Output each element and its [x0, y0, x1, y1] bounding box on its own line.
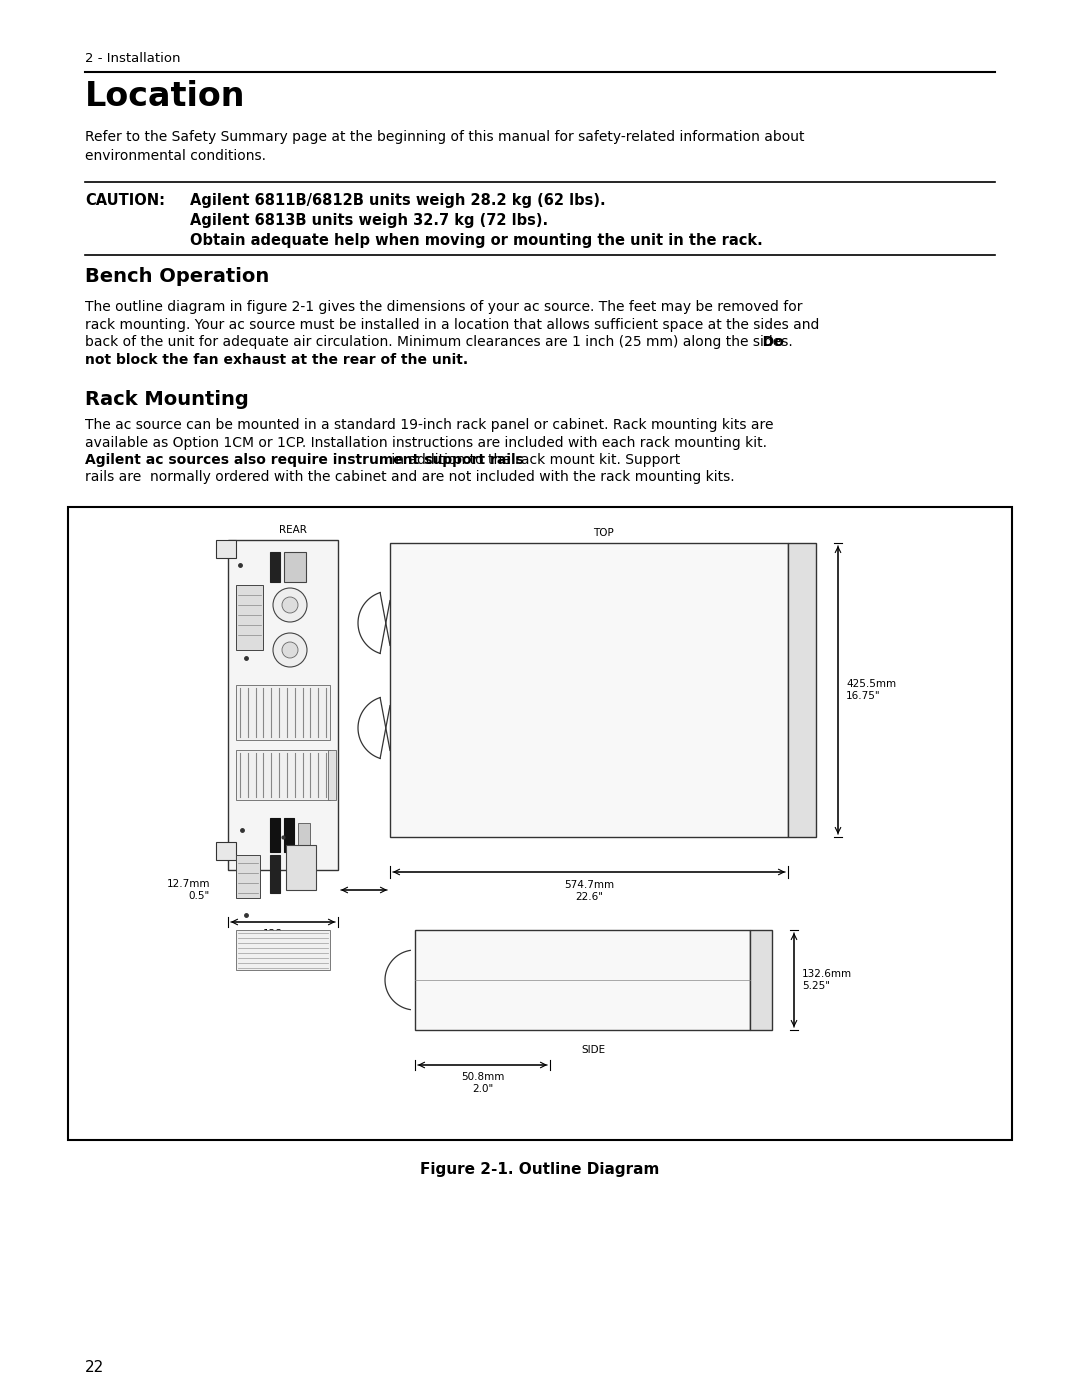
Text: Rack Mounting: Rack Mounting	[85, 390, 248, 409]
Bar	[788, 543, 816, 837]
Text: 425.5mm
16.75": 425.5mm 16.75"	[846, 679, 896, 701]
Bar	[216, 842, 237, 861]
Text: 2 - Installation: 2 - Installation	[85, 52, 180, 66]
Text: TOP: TOP	[593, 528, 613, 538]
Text: The outline diagram in figure 2-1 gives the dimensions of your ac source. The fe: The outline diagram in figure 2-1 gives …	[85, 300, 802, 314]
Text: Agilent 6811B/6812B units weigh 28.2 kg (62 lbs).: Agilent 6811B/6812B units weigh 28.2 kg …	[190, 193, 606, 208]
Bar	[750, 930, 772, 1030]
Bar	[284, 819, 294, 852]
Text: Location: Location	[85, 80, 245, 113]
Text: Obtain adequate help when moving or mounting the unit in the rack.: Obtain adequate help when moving or moun…	[190, 233, 762, 249]
Text: Agilent 6813B units weigh 32.7 kg (72 lbs).: Agilent 6813B units weigh 32.7 kg (72 lb…	[190, 212, 549, 228]
Text: Do: Do	[85, 335, 784, 349]
Text: rack mounting. Your ac source must be installed in a location that allows suffic: rack mounting. Your ac source must be in…	[85, 317, 820, 331]
Bar	[270, 855, 280, 893]
Text: REAR: REAR	[279, 525, 307, 535]
Text: The ac source can be mounted in a standard 19-inch rack panel or cabinet. Rack m: The ac source can be mounted in a standa…	[85, 418, 773, 432]
Bar	[228, 541, 338, 870]
Text: 12.7mm
0.5": 12.7mm 0.5"	[166, 879, 210, 901]
Text: 128mm
5.04": 128mm 5.04"	[262, 929, 303, 950]
Text: not block the fan exhaust at the rear of the unit.: not block the fan exhaust at the rear of…	[85, 352, 468, 366]
Text: 22: 22	[85, 1361, 105, 1375]
Bar	[415, 930, 750, 1030]
Bar	[284, 552, 306, 583]
Text: Bench Operation: Bench Operation	[85, 267, 269, 286]
Text: in addition to the rack mount kit. Support: in addition to the rack mount kit. Suppo…	[387, 453, 680, 467]
Bar	[237, 930, 330, 970]
Text: rails are  normally ordered with the cabinet and are not included with the rack : rails are normally ordered with the cabi…	[85, 471, 734, 485]
Bar	[237, 585, 264, 650]
Bar	[390, 543, 788, 837]
Bar	[270, 552, 280, 583]
Text: Agilent ac sources also require instrument support rails: Agilent ac sources also require instrume…	[85, 453, 524, 467]
Bar	[216, 541, 237, 557]
Bar	[237, 855, 260, 898]
Text: 132.6mm
5.25": 132.6mm 5.25"	[802, 970, 852, 990]
Bar	[270, 819, 280, 852]
Bar	[237, 685, 330, 740]
Text: back of the unit for adequate air circulation. Minimum clearances are 1 inch (25: back of the unit for adequate air circul…	[85, 335, 881, 349]
Bar	[328, 750, 336, 800]
Circle shape	[273, 633, 307, 666]
Text: 50.8mm
2.0": 50.8mm 2.0"	[461, 1071, 504, 1094]
Text: Figure 2-1. Outline Diagram: Figure 2-1. Outline Diagram	[420, 1162, 660, 1178]
Circle shape	[273, 588, 307, 622]
Text: SIDE: SIDE	[581, 1045, 606, 1055]
Bar	[286, 845, 316, 890]
Bar	[298, 823, 310, 847]
Text: Refer to the Safety Summary page at the beginning of this manual for safety-rela: Refer to the Safety Summary page at the …	[85, 130, 805, 163]
Circle shape	[282, 597, 298, 613]
Text: available as Option 1CM or 1CP. Installation instructions are included with each: available as Option 1CM or 1CP. Installa…	[85, 436, 767, 450]
Bar	[237, 750, 330, 800]
Circle shape	[282, 643, 298, 658]
Text: CAUTION:: CAUTION:	[85, 193, 165, 208]
Text: 574.7mm
22.6": 574.7mm 22.6"	[564, 880, 615, 901]
Bar	[68, 507, 1012, 1140]
